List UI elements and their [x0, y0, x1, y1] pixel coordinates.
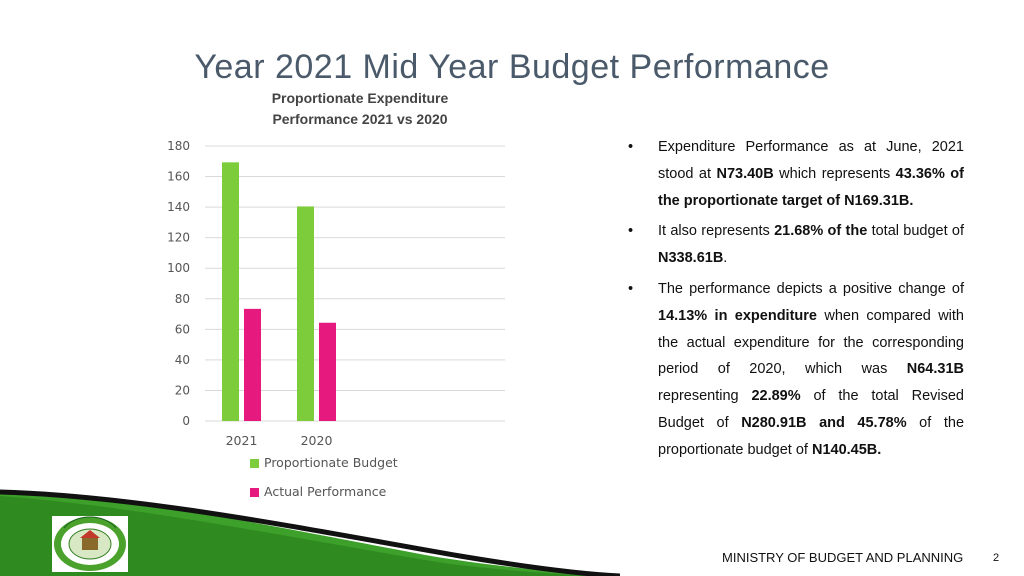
bullet-item: Expenditure Performance as at June, 2021…: [620, 134, 964, 214]
decorative-swoosh: [0, 489, 620, 576]
legend-item-actual-performance: Actual Performance: [250, 484, 386, 499]
ministry-footer: MINISTRY OF BUDGET AND PLANNING: [722, 550, 964, 565]
legend-label: Proportionate Budget: [264, 455, 398, 470]
x-tick-label: 2021: [226, 433, 258, 448]
bar-actual-performance: [244, 308, 261, 421]
x-tick-label: 2020: [301, 433, 333, 448]
chart-title-line-2: Performance 2021 vs 2020: [272, 111, 448, 127]
legend-swatch: [250, 488, 259, 497]
bar-chart: 0 20 40 60 80 100 120 140 160 180 2021 2020: [167, 139, 505, 448]
bullet-text: .: [723, 250, 728, 267]
y-tick-label: 60: [175, 322, 190, 336]
bullet-highlight-text: N338.61B: [658, 250, 724, 267]
bullet-highlight-text: 22.89%: [751, 388, 801, 405]
y-tick-label: 40: [175, 353, 190, 367]
bullet-highlight-text: N64.31B: [906, 361, 964, 378]
legend-swatch: [250, 459, 259, 468]
summary-bullet-list: Expenditure Performance as at June, 2021…: [620, 134, 964, 468]
bar-proportionate-budget: [297, 206, 314, 421]
bullet-highlight-text: 14.13% in expenditure: [658, 307, 817, 324]
y-tick-label: 120: [167, 231, 190, 245]
y-tick-label: 140: [167, 200, 190, 214]
bullet-text: of the total Revised Budget of: [658, 388, 964, 431]
slide-title: Year 2021 Mid Year Budget Performance: [194, 48, 830, 86]
bullet-highlight-text: N280.91B and 45.78%: [741, 414, 907, 431]
bullet-item: The performance depicts a positive chang…: [620, 276, 964, 464]
bullet-item: It also represents 21.68% of the total b…: [620, 218, 964, 272]
bullet-text: Expenditure Performance as at June, 2021…: [658, 139, 964, 182]
bullet-highlight-text: N73.40B: [716, 165, 774, 182]
ogun-state-seal-logo: [52, 516, 128, 572]
y-tick-label: 80: [175, 292, 190, 306]
bar-proportionate-budget: [222, 162, 239, 421]
bullet-highlight-text: 21.68% of the: [774, 223, 868, 240]
legend-item-proportionate-budget: Proportionate Budget: [250, 455, 398, 470]
bullet-text: total budget of: [867, 223, 965, 240]
chart-title-line-1: Proportionate Expenditure: [271, 90, 449, 106]
bullet-highlight-text: N140.45B.: [811, 441, 882, 458]
y-tick-label: 0: [182, 414, 190, 428]
legend-label: Actual Performance: [264, 484, 387, 499]
bullet-text: The performance depicts a positive chang…: [658, 280, 964, 297]
bullet-highlight-text: 43.36% of the proportionate target of N1…: [658, 165, 964, 209]
bullet-text: representing: [658, 388, 752, 405]
y-tick-label: 20: [175, 383, 190, 397]
bullet-text: when compared with the actual expenditur…: [658, 307, 965, 378]
bullet-text: which represents: [773, 165, 896, 182]
chart-title: Proportionate Expenditure Performance 20…: [232, 88, 488, 130]
bar-actual-performance: [319, 322, 336, 421]
y-tick-label: 100: [167, 261, 190, 275]
page-number: 2: [993, 552, 1000, 564]
bullet-text: It also represents: [658, 223, 775, 240]
bullet-text: of the proportionate budget of: [658, 414, 965, 458]
y-tick-label: 180: [167, 139, 190, 153]
y-tick-label: 160: [167, 170, 190, 184]
